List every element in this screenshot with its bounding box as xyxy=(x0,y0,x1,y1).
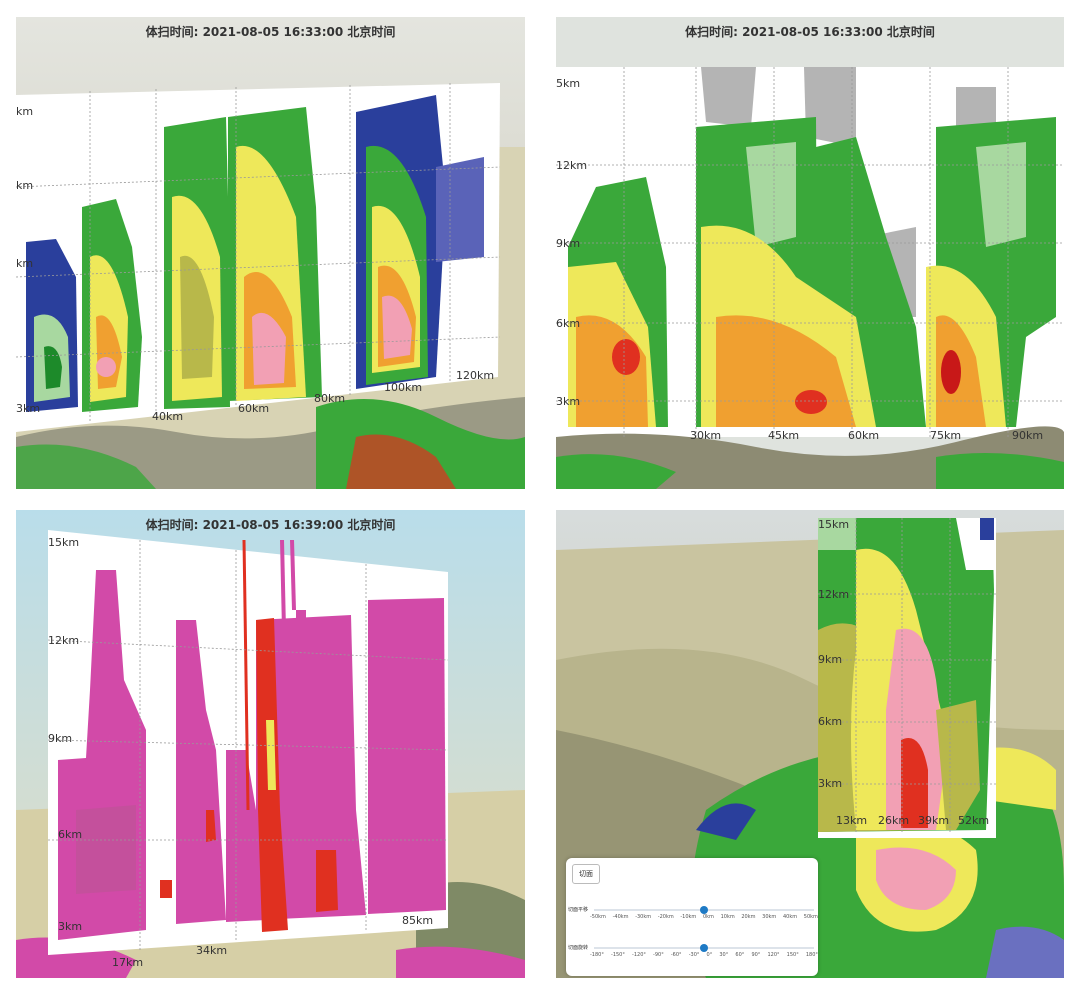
translate-slider-tick: -10km xyxy=(680,914,697,920)
y-axis-label: 12km xyxy=(556,159,588,172)
rotate-slider-track[interactable] xyxy=(594,944,814,952)
x-axis-label: 120km xyxy=(456,369,495,382)
translate-slider-tick: 10km xyxy=(720,914,735,920)
y-axis-label: km xyxy=(16,179,34,192)
y-axis-label: 3km xyxy=(58,920,83,933)
y-axis-label: 6km xyxy=(556,317,581,330)
x-axis-label: 39km xyxy=(918,814,950,827)
rotate-slider-tick: 0° xyxy=(706,952,713,958)
panel-top-left: 体扫时间: 2021-08-05 16:33:00 北京时间 km km km … xyxy=(16,17,525,489)
rotate-slider-label: 切面旋转 xyxy=(568,945,589,951)
x-axis-label: 13km xyxy=(836,814,868,827)
y-axis-label: 12km xyxy=(818,588,850,601)
x-axis-label: 75km xyxy=(930,429,962,442)
section-button[interactable]: 切面 xyxy=(572,864,600,884)
scan-time-title-tr: 体扫时间: 2021-08-05 16:33:00 北京时间 xyxy=(685,25,935,39)
y-axis-label: 6km xyxy=(818,715,843,728)
panel-bottom-left: 体扫时间: 2021-08-05 16:39:00 北京时间 15km 12km… xyxy=(16,510,525,978)
y-axis-label: 9km xyxy=(48,732,73,745)
x-axis-label: 45km xyxy=(768,429,800,442)
x-axis-label: 52km xyxy=(958,814,990,827)
y-axis-label: 9km xyxy=(556,237,581,250)
rotate-slider-handle[interactable] xyxy=(700,944,708,952)
translate-slider-tick: -40km xyxy=(612,914,629,920)
rotate-slider-tick: -180° xyxy=(590,952,604,958)
rotate-slider-tick: -60° xyxy=(670,952,682,958)
y-axis-label: 3km xyxy=(818,777,843,790)
y-axis-label: km xyxy=(16,105,34,118)
x-axis-label: 90km xyxy=(1012,429,1044,442)
rotate-slider-tick: -120° xyxy=(632,952,646,958)
translate-slider-ticks: -50km -40km -30km -20km -10km 0km 10km 20km 30km… xyxy=(590,914,818,920)
x-axis-label: 34km xyxy=(196,944,228,957)
rotate-slider-tick: 120° xyxy=(767,952,780,958)
x-axis-label: 100km xyxy=(384,381,423,394)
panel-top-right: 体扫时间: 2021-08-05 16:33:00 北京时间 5km 12km … xyxy=(556,17,1064,489)
rotate-slider-tick: -30° xyxy=(688,952,700,958)
rotate-slider-tick: 30° xyxy=(719,952,729,958)
x-axis-label: 26km xyxy=(878,814,910,827)
y-axis-label: 6km xyxy=(58,828,83,841)
translate-slider-track[interactable] xyxy=(594,906,814,914)
x-axis-label: 60km xyxy=(238,402,270,415)
rotate-slider-tick: 60° xyxy=(735,952,745,958)
x-axis-label: 30km xyxy=(690,429,722,442)
rotate-slider-tick: -150° xyxy=(611,952,625,958)
y-axis-label: 15km xyxy=(818,518,850,531)
translate-slider-tick: -20km xyxy=(657,914,674,920)
rotate-slider-tick: 150° xyxy=(786,952,799,958)
section-control-panel: 切面 切面平移 -50km -40km -30km -20km -10km 0km 10km… xyxy=(566,858,818,976)
panel-bottom-right: 15km 12km 9km 6km 3km 13km 26km 39km 52k… xyxy=(556,510,1064,978)
y-axis-label: 15km xyxy=(48,536,80,549)
radar-vertical-section-tl xyxy=(16,17,525,489)
rotate-slider-tick: 180° xyxy=(805,952,818,958)
translate-slider-tick: -50km xyxy=(590,914,606,920)
scan-time-title-tl: 体扫时间: 2021-08-05 16:33:00 北京时间 xyxy=(145,25,396,39)
translate-slider-tick: 0km xyxy=(702,914,714,920)
x-axis-label: 85km xyxy=(402,914,434,927)
translate-slider-tick: 40km xyxy=(782,914,798,920)
x-axis-label: 17km xyxy=(112,956,144,969)
translate-slider-tick: 20km xyxy=(741,914,756,920)
y-axis-label: 9km xyxy=(818,653,843,666)
translate-slider-tick: -30km xyxy=(635,914,652,920)
x-axis-label: 40km xyxy=(152,410,184,423)
y-axis-label: km xyxy=(16,257,34,270)
radar-vertical-section-bl xyxy=(16,510,525,978)
y-axis-label: 12km xyxy=(48,634,80,647)
translate-slider-label: 切面平移 xyxy=(568,907,589,913)
scan-time-title-bl: 体扫时间: 2021-08-05 16:39:00 北京时间 xyxy=(145,518,396,532)
x-axis-label: 3km xyxy=(16,402,41,415)
x-axis-label: 60km xyxy=(848,429,880,442)
rotate-slider-ticks: -180° -150° -120° -90° -60° -30° 0° 30° 60° 90° 12… xyxy=(590,952,818,958)
radar-vertical-section-tr xyxy=(556,17,1064,489)
x-axis-label: 80km xyxy=(314,392,346,405)
y-axis-label: 5km xyxy=(556,77,581,90)
translate-slider-tick: 50km xyxy=(803,914,818,920)
translate-slider-handle[interactable] xyxy=(700,906,708,914)
translate-slider-tick: 30km xyxy=(762,914,777,920)
y-axis-label: 3km xyxy=(556,395,581,408)
rotate-slider-tick: -90° xyxy=(653,952,664,958)
rotate-slider-tick: 90° xyxy=(751,952,761,958)
